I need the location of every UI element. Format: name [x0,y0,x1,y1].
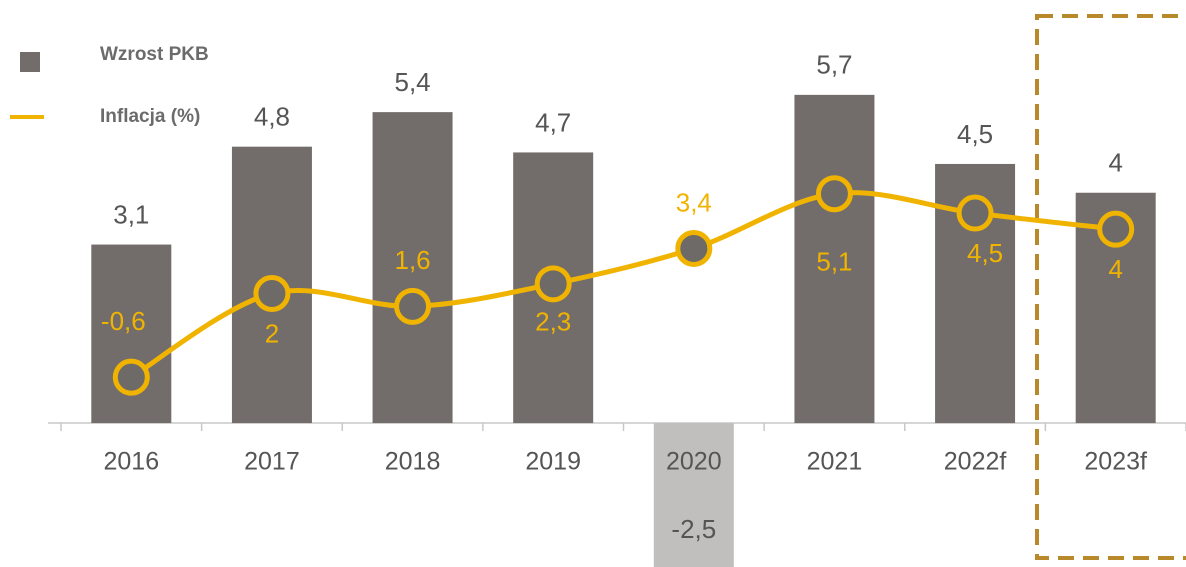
bar-value-label: 3,1 [113,199,149,229]
line-marker [815,175,853,213]
legend-label: Wzrost PKB [100,44,209,65]
bar-value-label: 5,7 [816,50,852,80]
legend-label: Inflacja (%) [100,106,200,127]
x-tick-label: 2018 [385,448,441,476]
line-marker [675,229,713,267]
line-value-label: 1,6 [394,245,430,275]
line-value-label: 2,3 [535,307,571,337]
legend-swatch [20,52,40,72]
bar [794,94,875,424]
line-marker [956,194,994,232]
bar-value-label: 4,7 [535,107,571,137]
line-value-label: 2 [265,318,279,348]
line-marker [534,265,572,303]
bar-value-label: 4,5 [957,119,993,149]
x-tick-label: 2021 [807,448,863,476]
bar-value-label: 4 [1108,148,1122,178]
legend: Wzrost PKB Inflacja (%) [10,44,209,127]
line-value-label: 4,5 [967,238,1003,268]
line-marker [394,287,432,325]
bar [372,112,453,424]
line-marker [253,275,291,312]
line-value-label: 3,4 [676,187,712,217]
x-tick-label: 2020 [666,448,722,476]
x-tick-label: 2017 [244,448,300,476]
forecast-box [1035,14,1186,560]
x-tick-label: 2016 [104,448,160,476]
bar [653,423,734,567]
line-value-label: -0,6 [101,306,146,336]
line-marker [1097,210,1135,248]
x-tick-label: 2023f [1084,448,1147,476]
line-value-label: 4 [1108,254,1122,284]
bar-value-label: -2,5 [671,514,716,544]
bar-value-label: 4,8 [254,102,290,132]
x-tick-label: 2019 [525,448,581,476]
x-tick-label: 2022f [944,448,1007,476]
plot: 3,1 4,8 5,4 4,7 -2,5 5,7 4,5 4 [48,50,1186,567]
bar-value-label: 5,4 [394,67,430,97]
line-value-label: 5,1 [816,247,852,277]
line-marker [112,358,150,396]
